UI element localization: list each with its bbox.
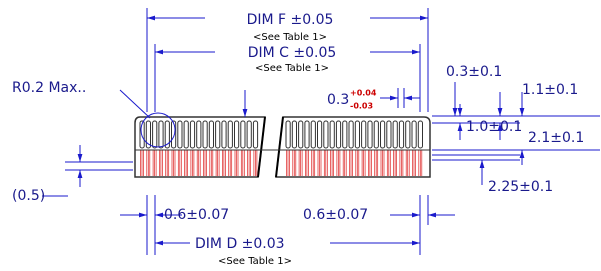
dim-d-note: <See Table 1>	[218, 256, 292, 267]
connector-body	[135, 117, 430, 177]
drawing: DIM F ±0.05 <See Table 1> DIM C ±0.05 <S…	[0, 0, 601, 271]
height-d: 2.25±0.1	[488, 179, 553, 195]
dim-c-label: DIM C ±0.05	[248, 45, 337, 61]
height-a: 1.1±0.1	[522, 82, 578, 98]
dim-f-note: <See Table 1>	[253, 32, 327, 43]
left-gap: (0.5)	[12, 188, 45, 204]
pitch-left: 0.6±0.07	[164, 207, 229, 223]
top-offset: 0.3±0.1	[446, 64, 502, 80]
gap-base: 0.3	[327, 92, 349, 108]
dim-d-label: DIM D ±0.03	[195, 236, 285, 252]
gap-upper: +0.04	[350, 89, 377, 98]
radius-label: R0.2 Max..	[12, 80, 86, 96]
height-c: 2.1±0.1	[528, 130, 584, 146]
dim-f-label: DIM F ±0.05	[247, 12, 334, 28]
gap-lower: -0.03	[350, 102, 373, 111]
pitch-right: 0.6±0.07	[303, 207, 368, 223]
dim-c-note: <See Table 1>	[255, 63, 329, 74]
height-b: 1.0±0.1	[466, 119, 522, 135]
